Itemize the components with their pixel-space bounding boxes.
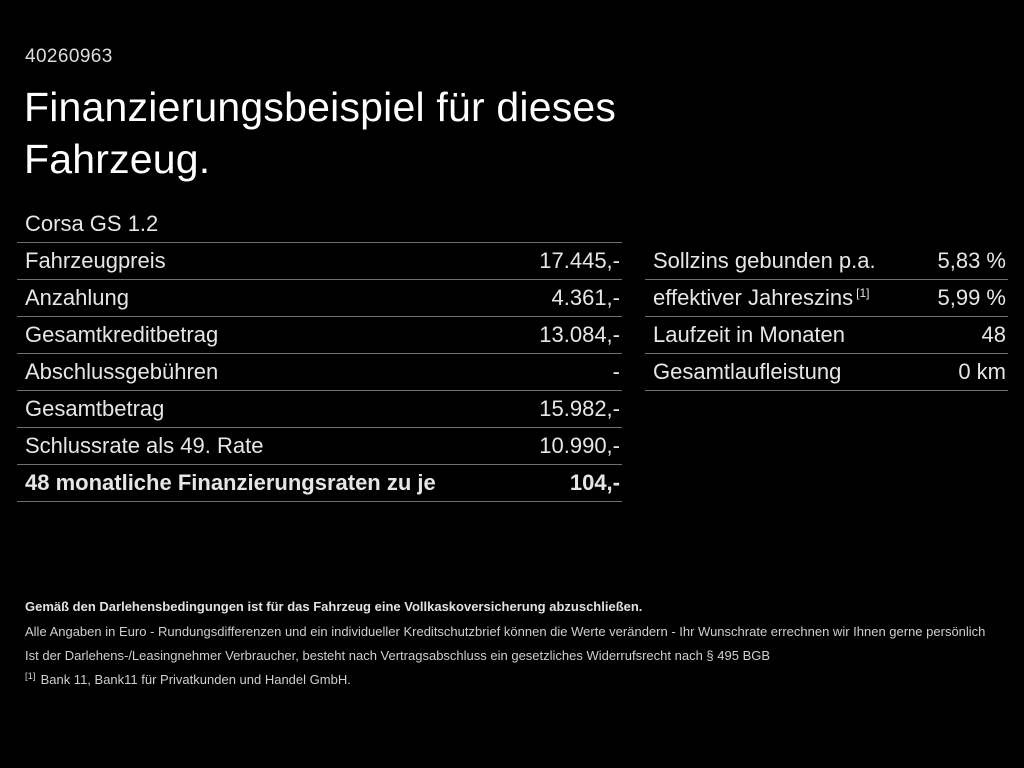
page-title: Finanzierungsbeispiel für dieses Fahrzeug… <box>24 82 616 185</box>
row-label: Schlussrate als 49. Rate <box>25 433 264 458</box>
table-row-abschlussgebuehren: Abschlussgebühren - <box>17 354 622 391</box>
financing-table-left: Corsa GS 1.2 Fahrzeugpreis 17.445,- Anza… <box>17 206 622 502</box>
table-row-gesamtkreditbetrag: Gesamtkreditbetrag 13.084,- <box>17 317 622 354</box>
row-value: 13.084,- <box>539 322 620 347</box>
disclaimer-line-1: Alle Angaben in Euro - Rundungsdifferenz… <box>25 624 986 640</box>
row-value: 104,- <box>569 470 620 495</box>
table-row-monatsrate: 48 monatliche Finanzierungsraten zu je 1… <box>17 465 622 502</box>
row-label: effektiver Jahreszins [1] <box>653 285 938 311</box>
row-value: 5,99 % <box>937 285 1007 310</box>
table-row-anzahlung: Anzahlung 4.361,- <box>17 280 622 317</box>
vehicle-model-label: Corsa GS 1.2 <box>25 211 159 236</box>
table-row-gesamtlaufleistung: Gesamtlaufleistung 0 km <box>645 354 1008 391</box>
footnote-text: Bank 11, Bank11 für Privatkunden und Han… <box>40 671 351 687</box>
row-label: Laufzeit in Monaten <box>653 322 846 347</box>
table-row-laufzeit: Laufzeit in Monaten 48 <box>645 317 1008 354</box>
row-label: Gesamtlaufleistung <box>653 359 842 384</box>
row-label-text: effektiver Jahreszins <box>653 285 854 310</box>
page-title-line1: Finanzierungsbeispiel für dieses <box>24 84 617 130</box>
row-label: Sollzins gebunden p.a. <box>653 248 876 273</box>
row-value: 15.982,- <box>539 396 620 421</box>
row-value: 48 <box>981 322 1006 347</box>
financing-table-right: Sollzins gebunden p.a. 5,83 % effektiver… <box>645 243 1008 391</box>
row-value: 4.361,- <box>551 285 621 310</box>
footer-disclaimer: Gemäß den Darlehensbedingungen ist für d… <box>25 599 1003 696</box>
vehicle-model-row: Corsa GS 1.2 <box>17 206 622 243</box>
disclaimer-line-2: Ist der Darlehens-/Leasingnehmer Verbrau… <box>25 647 771 663</box>
row-label: Gesamtbetrag <box>25 396 165 421</box>
page-title-line2: Fahrzeug. <box>24 135 211 182</box>
footnote-bank: [1] Bank 11, Bank11 für Privatkunden und … <box>25 670 1003 687</box>
row-value: 17.445,- <box>539 248 620 273</box>
row-value: 10.990,- <box>539 433 620 458</box>
row-value: - <box>612 359 620 384</box>
row-label: Gesamtkreditbetrag <box>25 322 219 347</box>
row-label: Abschlussgebühren <box>25 359 219 384</box>
row-value: 0 km <box>958 359 1006 384</box>
table-row-gesamtbetrag: Gesamtbetrag 15.982,- <box>17 391 622 428</box>
row-value: 5,83 % <box>937 248 1007 273</box>
document-number: 40260963 <box>25 46 113 67</box>
footnote-marker: [1] <box>856 285 870 300</box>
insurance-clause: Gemäß den Darlehensbedingungen ist für d… <box>25 599 643 614</box>
table-row-schlussrate: Schlussrate als 49. Rate 10.990,- <box>17 428 622 465</box>
table-row-fahrzeugpreis: Fahrzeugpreis 17.445,- <box>17 243 622 280</box>
row-label: Fahrzeugpreis <box>25 248 166 273</box>
table-row-effektiver-jahreszins: effektiver Jahreszins [1] 5,99 % <box>645 280 1008 317</box>
row-label: 48 monatliche Finanzierungsraten zu je <box>25 470 436 495</box>
footnote-marker: [1] <box>25 670 36 682</box>
row-label: Anzahlung <box>25 285 129 310</box>
table-row-sollzins: Sollzins gebunden p.a. 5,83 % <box>645 243 1008 280</box>
